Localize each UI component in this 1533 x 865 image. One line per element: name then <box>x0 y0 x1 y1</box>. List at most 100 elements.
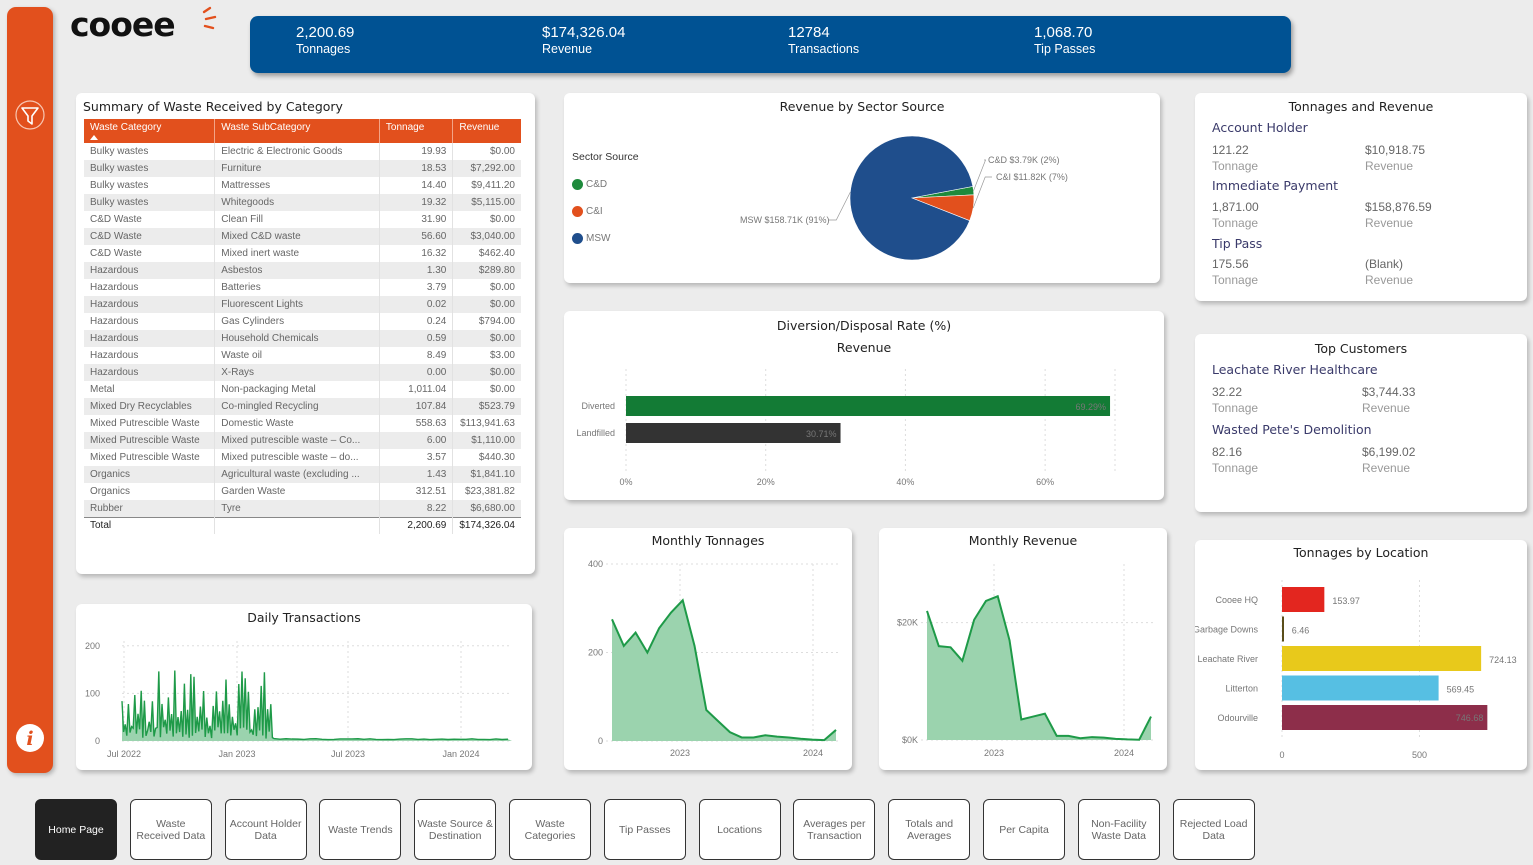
customer-revenue: $6,199.02 <box>1362 445 1416 459</box>
table-cell: $794.00 <box>478 316 515 327</box>
table-row[interactable]: Mixed Putrescible Waste Mixed putrescible… <box>84 432 521 449</box>
monthly-revenue-chart[interactable]: $0K $20K 2023 2024 <box>879 528 1167 770</box>
info-icon[interactable]: i <box>14 722 46 754</box>
column-header[interactable]: Waste Category <box>84 119 216 143</box>
nav-button-waste-source-destination[interactable]: Waste Source & Destination <box>414 799 497 860</box>
table-cell: Co-mingled Recycling <box>214 398 380 415</box>
nav-button-home-page[interactable]: Home Page <box>35 799 117 860</box>
table-row[interactable]: Bulky wastes Furniture 18.53 $7,292.00 <box>84 160 521 177</box>
bar-data-label: 746.68 <box>1456 713 1484 723</box>
table-row[interactable]: Hazardous Batteries 3.79 $0.00 <box>84 279 521 296</box>
x-tick-label: 2023 <box>984 748 1004 758</box>
table-row[interactable]: Mixed Dry Recyclables Co-mingled Recyclin… <box>84 398 521 415</box>
table-cell: Mixed Putrescible Waste <box>84 432 216 449</box>
summary-table[interactable]: Waste Category Waste SubCategory Tonnage Re… <box>84 119 521 534</box>
table-cell: Hazardous <box>84 262 216 279</box>
tonrev-revenue: $10,918.75 <box>1365 143 1426 157</box>
table-cell: 1.43 <box>379 466 454 483</box>
tonrev-revenue: (Blank) <box>1365 257 1404 271</box>
customer-revenue-label: Revenue <box>1362 401 1411 415</box>
customer-name: Leachate River Healthcare <box>1212 362 1378 377</box>
table-cell: Bulky wastes <box>84 194 216 211</box>
table-cell: Bulky wastes <box>84 143 216 160</box>
table-cell: Garden Waste <box>214 483 380 500</box>
tonrev-revenue-label: Revenue <box>1365 273 1414 287</box>
tonrev-tonnage: 121.22 <box>1212 143 1249 157</box>
table-row[interactable]: Hazardous Waste oil 8.49 $3.00 <box>84 347 521 364</box>
y-tick-label: $0K <box>902 735 918 745</box>
daily-title: Daily Transactions <box>247 610 361 625</box>
nav-button-rejected-load-data[interactable]: Rejected Load Data <box>1172 799 1255 860</box>
diversion-bar-chart[interactable]: 0% 20% 40% 60% Diverted 69.29% Landfilled 30.71… <box>564 311 1164 500</box>
table-row[interactable]: Rubber Tyre 8.22 $6,680.00 <box>84 500 521 517</box>
pie-data-label: MSW $158.71K (91%) <box>740 215 830 225</box>
summary-table-wrap[interactable]: Waste Category Waste SubCategory Tonnage Re… <box>84 119 521 534</box>
table-row[interactable]: Hazardous Gas Cylinders 0.24 $794.00 <box>84 313 521 330</box>
sector-card: Revenue by Sector Source Sector Source C… <box>564 93 1160 283</box>
table-row[interactable]: C&D Waste Clean Fill 31.90 $0.00 <box>84 211 521 228</box>
table-cell: Mixed Putrescible Waste <box>84 415 216 432</box>
table-cell: $9,411.20 <box>471 180 515 191</box>
nav-button-averages-per-transaction[interactable]: Averages per Transaction <box>793 799 876 860</box>
nav-button-waste-categories[interactable]: Waste Categories <box>509 799 591 860</box>
table-row[interactable]: Bulky wastes Electric & Electronic Goods 1… <box>84 143 521 160</box>
nav-button-locations[interactable]: Locations <box>698 799 781 860</box>
table-row[interactable]: Mixed Putrescible Waste Mixed putrescible… <box>84 449 521 466</box>
table-cell: C&D Waste <box>84 245 216 262</box>
table-cell: $0.00 <box>489 384 515 395</box>
table-cell: Mixed putrescible waste – Co... <box>214 432 380 449</box>
table-header-row: Waste Category Waste SubCategory Tonnage Re… <box>84 119 521 143</box>
legend-item[interactable]: MSW <box>572 225 610 252</box>
customer-tonnage: 82.16 <box>1212 445 1243 459</box>
column-header[interactable]: Waste SubCategory <box>214 119 380 143</box>
daily-area-chart[interactable]: 0 100 200 Jul 2022 Jan 2023 Jul 2023 Jan 2024 <box>76 604 532 770</box>
column-header[interactable]: Revenue <box>452 119 521 143</box>
sort-ascending-icon[interactable] <box>90 135 98 140</box>
table-cell: 16.32 <box>379 245 454 262</box>
table-row[interactable]: Hazardous Fluorescent Lights 0.02 $0.00 <box>84 296 521 313</box>
table-cell: Agricultural waste (excluding ... <box>214 466 380 483</box>
table-cell: Furniture <box>214 160 380 177</box>
nav-button-totals-and-averages[interactable]: Totals and Averages <box>888 799 971 860</box>
table-cell: Hazardous <box>84 364 216 381</box>
table-row[interactable]: Hazardous Household Chemicals 0.59 $0.00 <box>84 330 521 347</box>
monthly-tonnages-card: Monthly Tonnages 0 200 400 2023 2024 <box>564 528 852 770</box>
kpi-value: 1,068.70 <box>1034 24 1093 41</box>
table-row[interactable]: Organics Agricultural waste (excluding ..… <box>84 466 521 483</box>
monthly-line <box>611 598 837 742</box>
legend-item[interactable]: C&I <box>572 198 610 225</box>
table-row[interactable]: Hazardous Asbestos 1.30 $289.80 <box>84 262 521 279</box>
nav-button-account-holder-data[interactable]: Account Holder Data <box>224 799 307 860</box>
sector-pie-chart[interactable]: C&D $3.79K (2%) C&I $11.82K (7%) MSW $158.… <box>564 93 1160 283</box>
table-row[interactable]: C&D Waste Mixed C&D waste 56.60 $3,040.00 <box>84 228 521 245</box>
monthly-revenue-title: Monthly Revenue <box>968 533 1078 548</box>
table-cell: $3.00 <box>489 350 515 361</box>
table-row[interactable]: Bulky wastes Whitegoods 19.32 $5,115.00 <box>84 194 521 211</box>
table-row[interactable]: Bulky wastes Mattresses 14.40 $9,411.20 <box>84 177 521 194</box>
table-row[interactable]: Metal Non-packaging Metal 1,011.04 $0.00 <box>84 381 521 398</box>
table-cell: Mixed inert waste <box>214 245 380 262</box>
table-cell: Hazardous <box>84 347 216 364</box>
tonrev-revenue-label: Revenue <box>1365 159 1414 173</box>
monthly-tonnages-chart[interactable]: 0 200 400 2023 2024 <box>564 528 852 770</box>
svg-text:i: i <box>26 728 33 750</box>
legend-item[interactable]: C&D <box>572 171 610 198</box>
nav-button-per-capita[interactable]: Per Capita <box>983 799 1065 860</box>
nav-button-waste-trends[interactable]: Waste Trends <box>319 799 402 860</box>
location-bar-chart[interactable]: 0 500 Cooee HQ 153.97 Garbage Downs 6.46 Leach… <box>1195 540 1527 770</box>
table-row[interactable]: Organics Garden Waste 312.51 $23,381.82 <box>84 483 521 500</box>
table-cell: Mixed putrescible waste – do... <box>214 449 380 466</box>
kpi-label: Transactions <box>788 42 860 56</box>
nav-button-tip-passes[interactable]: Tip Passes <box>603 799 686 860</box>
table-row[interactable]: C&D Waste Mixed inert waste 16.32 $462.40 <box>84 245 521 262</box>
table-cell: 1.30 <box>379 262 454 279</box>
filter-icon[interactable] <box>14 99 46 131</box>
table-row[interactable]: Hazardous X-Rays 0.00 $0.00 <box>84 364 521 381</box>
table-cell: $0.00 <box>489 146 515 157</box>
nav-button-waste-received-data[interactable]: Waste Received Data <box>129 799 212 860</box>
table-row[interactable]: Mixed Putrescible Waste Domestic Waste 558… <box>84 415 521 432</box>
table-cell: 31.90 <box>379 211 454 228</box>
column-header[interactable]: Tonnage <box>379 119 454 143</box>
legend-dot <box>572 179 583 190</box>
nav-button-non-facility-waste-data[interactable]: Non-Facility Waste Data <box>1077 799 1160 860</box>
